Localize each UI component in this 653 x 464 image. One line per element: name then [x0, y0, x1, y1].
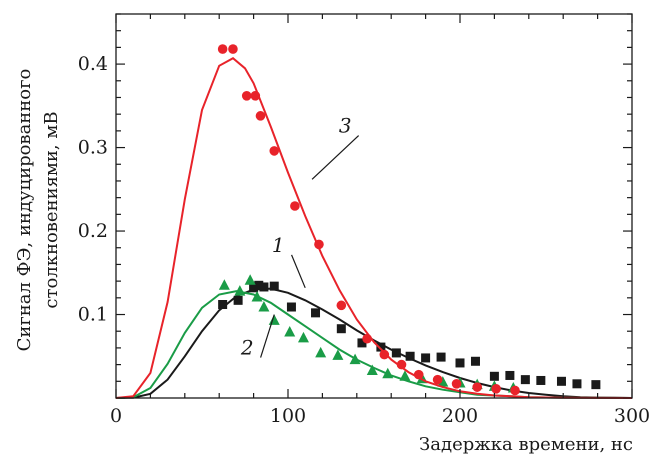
- series-2-point: [332, 349, 344, 360]
- series-3-point: [413, 369, 424, 380]
- series-layer: [115, 44, 633, 399]
- series-1-point: [311, 308, 321, 318]
- series-2-point: [366, 364, 378, 375]
- series-1-point: [391, 348, 401, 358]
- series-1-point: [233, 295, 243, 305]
- series-1-point: [536, 375, 546, 385]
- plot-border: [115, 13, 633, 399]
- series-1-point: [376, 342, 386, 352]
- series-3-point: [432, 374, 443, 385]
- series-1-point: [218, 300, 228, 310]
- series-1-point: [249, 283, 259, 293]
- plot-frame: [115, 13, 633, 399]
- series-2-point: [349, 353, 361, 365]
- series-1-fit-line: [115, 287, 633, 399]
- series-1-point: [254, 280, 264, 290]
- series-1-point: [572, 379, 582, 389]
- x-axis-title: Задержка времени, нс: [419, 434, 633, 455]
- y-tick-label: 0.1: [78, 304, 108, 326]
- series-3-point: [510, 385, 520, 396]
- series-1-point: [269, 281, 279, 291]
- series-1-point: [591, 380, 601, 390]
- annotation-3-label: 3: [339, 114, 352, 138]
- y-tick-label: 0.2: [78, 220, 108, 242]
- series-2-point: [234, 285, 246, 296]
- series-3-point: [336, 300, 347, 311]
- series-3-point: [314, 239, 324, 250]
- series-3-point: [255, 111, 266, 121]
- series-1-point: [357, 338, 367, 348]
- series-3-fit-line: [115, 56, 633, 399]
- series-3-point: [228, 44, 238, 54]
- x-tick-label: 200: [442, 405, 478, 427]
- series-3-point: [491, 384, 501, 394]
- series-1-point: [405, 351, 415, 361]
- series-2-point: [258, 301, 270, 312]
- series-3-point: [290, 201, 300, 211]
- series-1-point: [336, 324, 346, 334]
- tick-labels: 0 100 200 300 0.1 0.2 0.3 0.4: [78, 53, 650, 427]
- series-1-point: [436, 352, 446, 362]
- series-3-point: [379, 349, 390, 360]
- tick-marks: [115, 13, 633, 399]
- series-3-point: [269, 146, 280, 156]
- series-1-point: [286, 302, 296, 312]
- series-1-point: [520, 375, 530, 385]
- series-2-point: [297, 331, 309, 343]
- series-3-point: [362, 333, 372, 344]
- series-3-point: [217, 44, 228, 54]
- annotation-1-leader: [291, 254, 306, 289]
- series-3-point: [250, 91, 261, 101]
- y-axis-title-line1: Сигнал ФЭ, индуцированного: [14, 69, 35, 352]
- y-tick-label: 0.4: [78, 53, 108, 75]
- x-tick-label: 0: [110, 405, 122, 427]
- y-tick-label: 0.3: [78, 137, 108, 159]
- curve-annotations: 1 2 3: [240, 114, 360, 360]
- y-axis-title-line2: столкновениями, мВ: [41, 111, 62, 308]
- annotation-1-label: 1: [272, 233, 285, 257]
- series-2-point: [315, 346, 327, 358]
- series-1-point: [470, 356, 480, 366]
- series-2-point: [399, 370, 411, 381]
- series-1-point: [556, 376, 566, 386]
- x-tick-label: 100: [270, 405, 306, 427]
- series-1-point: [455, 358, 465, 368]
- series-1-point: [421, 353, 431, 363]
- series-2-point: [251, 290, 263, 302]
- series-2-point: [382, 367, 394, 379]
- series-1-point: [505, 370, 515, 380]
- series-1-point: [259, 282, 269, 292]
- series-2-point: [244, 274, 256, 285]
- series-3-point: [451, 379, 462, 389]
- series-3-point: [472, 382, 483, 392]
- series-3-point: [241, 91, 252, 101]
- series-2-point: [437, 376, 449, 387]
- x-tick-label: 300: [614, 405, 650, 427]
- annotation-3-leader: [311, 135, 360, 180]
- series-2-point: [284, 326, 296, 337]
- series-2-point: [218, 279, 230, 290]
- series-1-point: [489, 371, 499, 381]
- annotation-2-label: 2: [240, 336, 254, 360]
- series-3-point: [396, 359, 407, 370]
- annotation-2-leader: [260, 314, 275, 358]
